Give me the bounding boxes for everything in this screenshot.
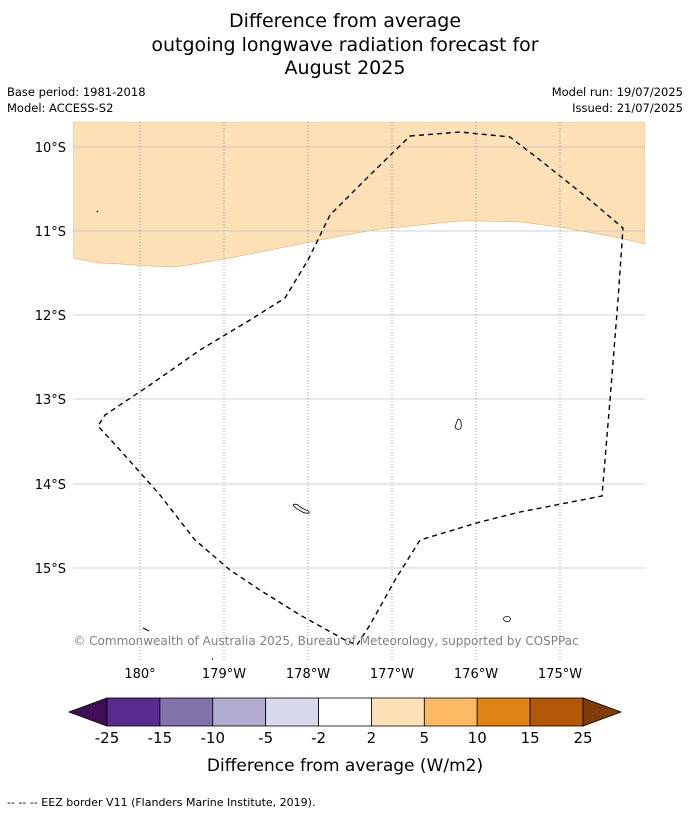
- lon-label-180: 180°: [124, 667, 155, 682]
- colorbar-segment: [318, 697, 372, 727]
- colorbar: -25 -15 -10 -5 -2 2 5 10 15 25: [67, 697, 623, 747]
- lat-label-13s: 13°S: [35, 393, 66, 408]
- island-southwest: [142, 627, 150, 632]
- lon-label-177w: 177°W: [370, 667, 414, 682]
- lat-label-14s: 14°S: [35, 478, 66, 493]
- lat-label-12s: 12°S: [35, 309, 66, 324]
- colorbar-tick-label: 2: [367, 729, 377, 747]
- chart-title-line-3: August 2025: [284, 57, 406, 79]
- colorbar-segment: [106, 697, 161, 727]
- model-text: Model: ACCESS-S2: [7, 101, 114, 115]
- lat-label-15s: 15°S: [35, 562, 66, 577]
- colorbar-tick-label: 15: [521, 729, 540, 747]
- lon-label-179w: 179°W: [202, 667, 246, 682]
- colorbar-segment: [265, 697, 319, 727]
- colorbar-segment: [212, 697, 267, 727]
- eez-border: [97, 131, 624, 646]
- colorbar-tick-label: 5: [420, 729, 430, 747]
- latitude-gridlines: [73, 146, 645, 569]
- anomaly-region-2-to-5: [73, 122, 645, 268]
- colorbar-extend-low: [67, 697, 108, 727]
- base-period-text: Base period: 1981-2018: [7, 85, 146, 99]
- colorbar-segment: [159, 697, 214, 727]
- map-area: © Commonwealth of Australia 2025, Bureau…: [73, 122, 645, 660]
- lat-label-10s: 10°S: [35, 141, 66, 156]
- colorbar-extend-high: [582, 697, 623, 727]
- island-north: [96, 210, 99, 213]
- colorbar-label: Difference from average (W/m2): [206, 756, 484, 776]
- copyright-text: © Commonwealth of Australia 2025, Bureau…: [73, 634, 578, 648]
- lon-label-175w: 175°W: [538, 667, 582, 682]
- lat-label-11s: 11°S: [35, 225, 66, 240]
- colorbar-tick-label: -25: [95, 729, 120, 747]
- lon-label-176w: 176°W: [454, 667, 498, 682]
- colorbar-tick-label: -15: [148, 729, 173, 747]
- island-southeast: [503, 616, 511, 622]
- lon-label-178w: 178°W: [286, 667, 330, 682]
- colorbar-segment: [423, 697, 478, 727]
- chart-title-line-1: Difference from average: [228, 10, 462, 32]
- chart-title-line-2: outgoing longwave radiation forecast for: [151, 34, 539, 56]
- colorbar-segment: [371, 697, 425, 727]
- colorbar-tick-label: -5: [258, 729, 273, 747]
- issued-text: Issued: 21/07/2025: [572, 101, 683, 115]
- colorbar-tick-label: 25: [573, 729, 592, 747]
- eez-legend-note: -- -- -- EEZ border V11 (Flanders Marine…: [7, 796, 316, 809]
- colorbar-tick-label: -10: [201, 729, 226, 747]
- colorbar-segment: [529, 697, 584, 727]
- colorbar-tick-label: -2: [311, 729, 326, 747]
- colorbar-segment: [476, 697, 531, 727]
- model-run-text: Model run: 19/07/2025: [551, 85, 683, 99]
- island-east: [454, 418, 462, 430]
- island-central: [292, 503, 310, 514]
- colorbar-tick-label: 10: [468, 729, 487, 747]
